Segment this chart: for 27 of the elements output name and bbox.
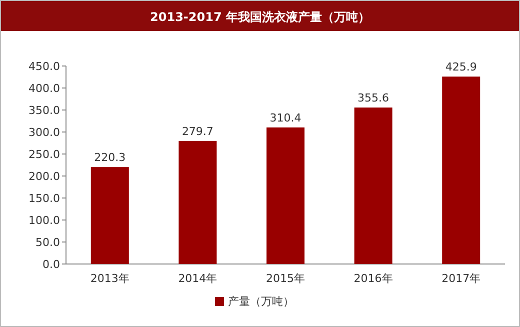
bar	[266, 127, 304, 264]
data-label: 279.7	[182, 124, 214, 138]
legend-label: 产量（万吨）	[228, 295, 294, 308]
x-tick-label: 2013年	[90, 272, 130, 285]
y-tick-label: 50.0	[36, 236, 60, 249]
y-tick-label: 450.0	[28, 60, 60, 73]
x-tick-label: 2016年	[354, 272, 393, 285]
y-tick-label: 300.0	[28, 126, 60, 139]
x-tick-label: 2015年	[266, 272, 305, 285]
y-tick-label: 250.0	[28, 148, 60, 161]
y-tick-label: 350.0	[28, 104, 60, 117]
y-tick-label: 150.0	[28, 192, 60, 205]
bar	[178, 140, 217, 264]
x-tick-label: 2014年	[178, 272, 218, 285]
bar	[354, 108, 392, 264]
data-label: 220.3	[94, 151, 126, 164]
y-tick-label: 400.0	[28, 82, 60, 95]
y-tick-label: 100.0	[28, 214, 60, 227]
data-label: 355.6	[358, 92, 390, 105]
data-label: 425.9	[445, 60, 477, 74]
data-label: 310.4	[270, 111, 302, 124]
chart-title: 2013-2017 年我国洗衣液产量（万吨）	[150, 10, 370, 24]
x-tick-label: 2017年	[442, 272, 481, 285]
y-tick-label: 0.0	[42, 258, 60, 271]
bar	[442, 76, 480, 264]
bar	[90, 167, 129, 264]
y-tick-label: 200.0	[28, 170, 60, 183]
